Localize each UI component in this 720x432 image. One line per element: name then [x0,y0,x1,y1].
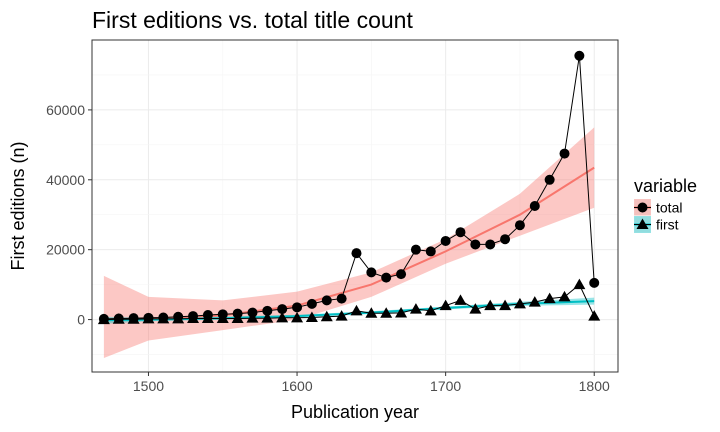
series-line-total [103,55,595,320]
point-first [276,311,289,323]
point-first [187,312,200,324]
point-first [216,312,229,324]
x-tick-label: 1600 [281,378,312,394]
point-first [305,311,318,322]
data-points [97,50,601,325]
legend-key-marker-total [637,202,648,213]
point-total [500,234,511,245]
x-tick-label: 1500 [133,378,164,394]
series-line-first [103,283,595,321]
point-total [514,220,525,231]
point-first [513,297,526,309]
chart-title: First editions vs. total title count [92,7,413,33]
point-first [395,306,408,318]
point-first [261,312,274,323]
y-tick-label: 60000 [46,102,85,118]
series-lines [103,55,595,321]
point-first [231,312,244,324]
point-total [425,246,436,257]
point-total [306,298,317,309]
point-total [396,269,407,280]
x-tick-label: 1800 [579,378,610,394]
y-tick-label: 40000 [46,172,85,188]
legend-label-first: first [656,217,679,233]
point-first [127,313,140,324]
point-first [246,312,259,323]
point-total [381,272,392,283]
point-total [366,267,377,278]
point-first [484,299,497,311]
point-first [409,303,422,314]
point-first [172,312,185,324]
legend-key-marker-first [636,218,649,229]
point-first [335,310,348,321]
x-axis: 1500 1600 1700 1800 [133,372,610,394]
point-first [499,299,512,311]
point-first [291,311,304,323]
y-tick-label: 20000 [46,242,85,258]
y-tick-label: 0 [77,312,85,328]
point-total [277,304,288,315]
point-first [201,312,214,324]
legend-title: variable [634,176,697,196]
point-first [380,307,393,318]
x-axis-title: Publication year [291,402,419,422]
legend-label-total: total [656,200,682,216]
point-total [351,248,362,259]
point-first [142,312,155,324]
point-first [528,296,541,307]
point-total [262,305,273,316]
point-total [529,201,540,211]
point-total [589,277,600,288]
point-first [543,292,556,304]
point-first [469,303,482,314]
point-first [588,310,601,321]
y-axis-title: First editions (n) [8,141,28,270]
point-first [454,294,467,305]
y-axis: 0 20000 40000 60000 [46,102,92,328]
point-first [424,304,437,316]
point-total [559,148,570,159]
x-tick-label: 1700 [430,378,461,394]
point-total [410,244,421,255]
point-first [112,313,125,324]
point-total [574,50,585,61]
plot-border [91,39,619,373]
point-total [485,239,496,250]
point-first [97,313,110,325]
point-first [320,310,333,322]
point-first [350,304,363,316]
point-total [336,293,347,304]
point-first [365,307,378,318]
point-total [470,239,481,250]
point-first [439,299,452,311]
point-total [292,302,303,313]
ribbon-total [103,127,595,359]
point-total [544,174,555,185]
point-total [455,227,466,238]
point-first [573,278,586,290]
point-first [157,312,170,324]
point-total [440,235,451,246]
point-total [321,295,332,306]
point-first [558,290,571,302]
